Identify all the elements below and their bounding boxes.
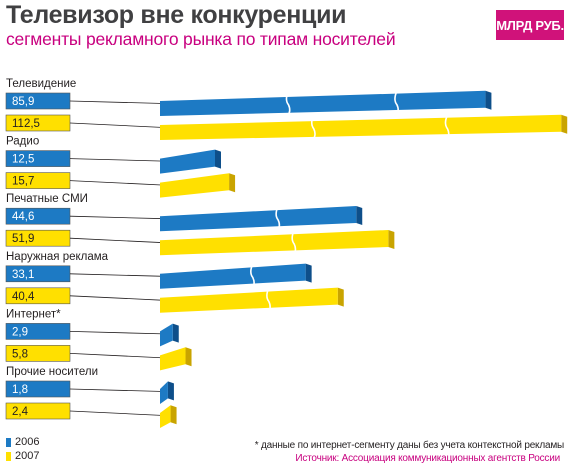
value-label-cat-0-2006: 85,9	[12, 96, 34, 108]
source-note: Источник: Ассоциация коммуникационных аг…	[295, 453, 560, 464]
value-label-cat-3-2007: 40,4	[12, 291, 35, 303]
value-label-cat-2-2006: 44,6	[12, 211, 34, 223]
category-label-cat-3: Наружная реклама	[6, 251, 109, 263]
connector-cat-0-2007	[69, 122, 165, 128]
bar-cap-cat-0-2007	[561, 114, 568, 134]
bar-cap-cat-4-2007	[185, 347, 192, 367]
value-label-cat-1-2007: 15,7	[12, 176, 34, 188]
bar-cat-3-2006	[160, 263, 306, 289]
category-label-cat-2: Печатные СМИ	[6, 193, 88, 205]
value-label-cat-4-2007: 5,8	[12, 348, 28, 360]
category-label-cat-0: Телевидение	[6, 78, 76, 90]
bar-cat-4-2007	[160, 347, 186, 371]
value-label-cat-0-2007: 112,5	[12, 118, 40, 130]
footnote: * данные по интернет-сегменту даны без у…	[254, 440, 564, 451]
bar-cat-1-2006	[160, 149, 215, 174]
bar-cat-2-2007	[160, 230, 389, 256]
bar-cat-0-2006	[160, 90, 486, 116]
category-label-cat-4: Интернет*	[6, 308, 61, 320]
bar-cat-1-2007	[160, 173, 230, 198]
bar-cap-cat-1-2006	[215, 149, 221, 169]
legend-item-2006: 2006	[6, 436, 39, 448]
bar-cat-2-2006	[160, 206, 357, 232]
chart-subtitle: сегменты рекламного рынка по типам носит…	[6, 29, 396, 49]
connector-cat-4-2006	[69, 331, 165, 335]
bar-cap-cat-2-2007	[388, 230, 395, 249]
value-label-cat-3-2006: 33,1	[12, 269, 34, 281]
bar-cap-cat-5-2007	[170, 405, 177, 425]
bar-cap-cat-0-2006	[485, 90, 492, 110]
category-label-cat-5: Прочие носители	[6, 366, 98, 378]
value-label-cat-1-2006: 12,5	[12, 154, 34, 166]
bar-cap-cat-3-2006	[305, 263, 312, 283]
connector-cat-1-2006	[69, 158, 165, 162]
bar-cat-5-2006	[160, 381, 168, 404]
connector-cat-5-2006	[69, 388, 165, 392]
value-label-cat-5-2006: 1,8	[12, 384, 28, 396]
value-label-cat-2-2007: 51,9	[12, 233, 34, 245]
bar-cap-cat-5-2006	[167, 381, 174, 401]
legend-swatch-2006	[6, 437, 11, 447]
bar-cap-cat-1-2007	[229, 173, 236, 193]
bar-cap-cat-2-2006	[356, 206, 363, 225]
bar-cat-3-2007	[160, 287, 338, 313]
connector-cat-1-2007	[69, 180, 165, 186]
connector-cat-3-2006	[69, 273, 165, 277]
connector-cat-2-2007	[69, 237, 165, 244]
bar-cat-5-2007	[160, 405, 171, 428]
chart-title: Телевизор вне конкуренции	[6, 1, 347, 29]
legend-label-2006: 2006	[15, 436, 40, 448]
legend-label-2007: 2007	[15, 450, 40, 462]
connector-cat-5-2007	[69, 410, 165, 416]
connector-cat-0-2006	[69, 100, 165, 104]
bar-cat-0-2007	[160, 114, 562, 140]
legend-swatch-2007	[6, 451, 11, 461]
bar-cap-cat-3-2007	[337, 287, 344, 307]
bar-cat-4-2006	[160, 323, 173, 347]
legend-item-2007: 2007	[6, 450, 39, 462]
connector-cat-2-2006	[69, 215, 165, 220]
category-label-cat-1: Радио	[6, 136, 39, 148]
connector-cat-4-2007	[69, 353, 165, 359]
value-label-cat-4-2006: 2,9	[12, 326, 28, 338]
bar-cap-cat-4-2006	[172, 323, 179, 343]
unit-badge: МЛРД РУБ.	[496, 10, 564, 40]
value-label-cat-5-2007: 2,4	[12, 406, 29, 418]
connector-cat-3-2007	[69, 295, 165, 301]
